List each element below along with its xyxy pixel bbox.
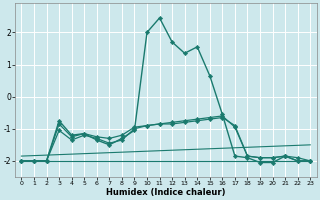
X-axis label: Humidex (Indice chaleur): Humidex (Indice chaleur) [106, 188, 226, 197]
